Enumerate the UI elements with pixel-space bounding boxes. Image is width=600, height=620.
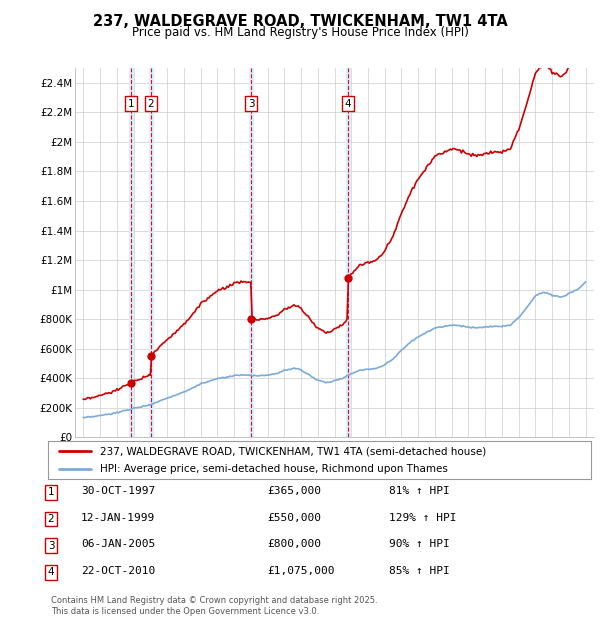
Text: 81% ↑ HPI: 81% ↑ HPI: [389, 486, 449, 496]
Text: 1: 1: [127, 99, 134, 108]
Text: 22-OCT-2010: 22-OCT-2010: [81, 566, 155, 576]
Text: 3: 3: [47, 541, 55, 551]
Text: £365,000: £365,000: [267, 486, 321, 496]
Text: 85% ↑ HPI: 85% ↑ HPI: [389, 566, 449, 576]
Text: 129% ↑ HPI: 129% ↑ HPI: [389, 513, 457, 523]
Text: 12-JAN-1999: 12-JAN-1999: [81, 513, 155, 523]
Text: 4: 4: [47, 567, 55, 577]
Text: 237, WALDEGRAVE ROAD, TWICKENHAM, TW1 4TA (semi-detached house): 237, WALDEGRAVE ROAD, TWICKENHAM, TW1 4T…: [100, 446, 486, 456]
Text: 1: 1: [47, 487, 55, 497]
Bar: [129, 68, 133, 437]
Text: 3: 3: [248, 99, 254, 108]
Bar: [346, 68, 350, 437]
Text: HPI: Average price, semi-detached house, Richmond upon Thames: HPI: Average price, semi-detached house,…: [100, 464, 448, 474]
Text: 30-OCT-1997: 30-OCT-1997: [81, 486, 155, 496]
Bar: [149, 68, 153, 437]
Text: 237, WALDEGRAVE ROAD, TWICKENHAM, TW1 4TA: 237, WALDEGRAVE ROAD, TWICKENHAM, TW1 4T…: [92, 14, 508, 29]
Text: 90% ↑ HPI: 90% ↑ HPI: [389, 539, 449, 549]
Text: 2: 2: [47, 514, 55, 524]
Text: £1,075,000: £1,075,000: [267, 566, 335, 576]
Text: 2: 2: [148, 99, 154, 108]
Text: Contains HM Land Registry data © Crown copyright and database right 2025.
This d: Contains HM Land Registry data © Crown c…: [51, 596, 377, 616]
Text: £550,000: £550,000: [267, 513, 321, 523]
Bar: [249, 68, 253, 437]
Text: 06-JAN-2005: 06-JAN-2005: [81, 539, 155, 549]
Text: £800,000: £800,000: [267, 539, 321, 549]
Text: Price paid vs. HM Land Registry's House Price Index (HPI): Price paid vs. HM Land Registry's House …: [131, 26, 469, 39]
Text: 4: 4: [345, 99, 352, 108]
